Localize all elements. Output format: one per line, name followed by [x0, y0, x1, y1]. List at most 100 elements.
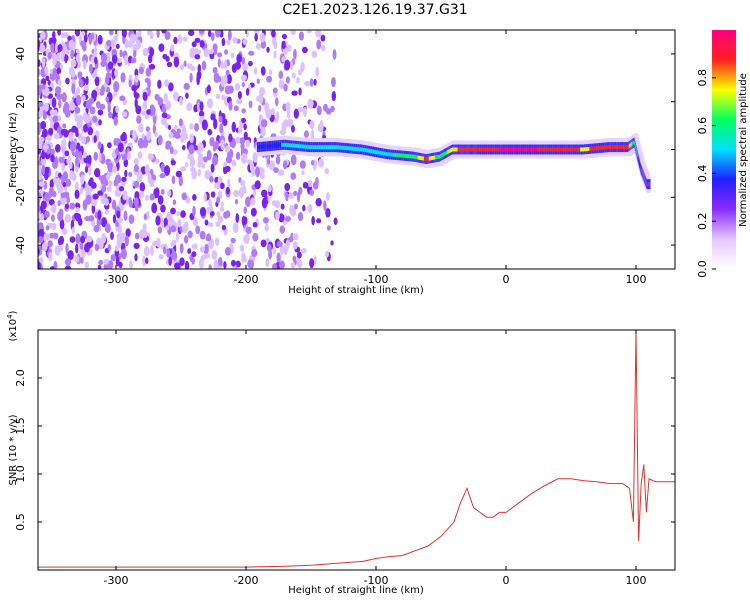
- spectrogram-noise-cell: [315, 66, 319, 78]
- spectrogram-noise-cell: [98, 153, 102, 163]
- spectrogram-noise-cell: [133, 180, 140, 189]
- spectrogram-noise-cell: [67, 250, 74, 261]
- spectrogram-noise-cell: [306, 30, 312, 34]
- spectrogram-noise-cell: [235, 136, 241, 144]
- spectrogram-noise-cell: [172, 199, 177, 206]
- spectrogram-noise-cell: [85, 76, 89, 86]
- spectrogram-noise-cell: [168, 132, 174, 138]
- spectrogram-noise-cell: [73, 212, 80, 219]
- spectrogram-noise-cell: [138, 140, 145, 149]
- spectrogram-noise-cell: [107, 185, 112, 193]
- spectrogram-noise-cell: [183, 235, 189, 244]
- spectrogram-noise-cell: [42, 109, 48, 120]
- spectrogram-noise-cell: [332, 49, 337, 60]
- spectrogram-noise-cell: [326, 192, 330, 201]
- spectrogram-noise-cell: [157, 79, 162, 89]
- spectrogram-noise-cell: [75, 243, 79, 254]
- spectrogram-noise-cell: [240, 142, 245, 151]
- spectrogram-noise-cell: [219, 206, 225, 212]
- spectrogram-noise-cell: [121, 111, 128, 118]
- spectrogram-noise-cell: [160, 163, 166, 173]
- spectrogram-noise-cell: [276, 252, 281, 263]
- spectrogram-noise-cell: [41, 242, 48, 252]
- spectrogram-noise-cell: [67, 155, 72, 164]
- spectrogram-noise-cell: [170, 160, 176, 166]
- spectrogram-noise-cell: [259, 87, 266, 96]
- spectrogram-noise-cell: [209, 176, 214, 183]
- spectrogram-noise-cell: [84, 166, 89, 174]
- spectrogram-noise-cell: [100, 217, 108, 228]
- colorbar-tick-label: 0.8: [696, 69, 709, 87]
- spectrogram-noise-cell: [320, 34, 326, 42]
- spectrogram-noise-cell: [268, 184, 272, 193]
- spectrogram-noise-cell: [124, 169, 128, 178]
- spectrogram-noise-cell: [273, 50, 277, 59]
- spectrogram-noise-cell: [119, 49, 123, 58]
- spectrogram-noise-cell: [70, 59, 77, 68]
- spectrogram-noise-cell: [307, 180, 313, 188]
- spectrogram-noise-cell: [275, 211, 280, 220]
- spectrogram-noise-cell: [169, 213, 173, 224]
- spectrogram-noise-cell: [183, 82, 190, 91]
- x-tick-label: -200: [234, 273, 259, 286]
- spectrogram-noise-cell: [241, 117, 247, 124]
- spectrogram-noise-cell: [282, 160, 288, 170]
- spectrogram-noise-cell: [70, 49, 74, 60]
- spectrogram-noise-cell: [283, 83, 288, 92]
- spectrogram-noise-cell: [272, 246, 276, 255]
- spectrogram-noise-cell: [304, 80, 311, 87]
- spectrogram-noise-cell: [139, 229, 145, 240]
- spectrogram-noise-cell: [50, 154, 55, 163]
- spectrogram-noise-cell: [38, 261, 41, 269]
- spectrogram-noise-cell: [225, 186, 230, 195]
- spectrogram-noise-cell: [97, 190, 103, 196]
- spectrogram-noise-cell: [279, 245, 284, 255]
- spectrogram-noise-cell: [172, 91, 179, 101]
- spectrogram-noise-cell: [58, 172, 62, 178]
- spectrogram-noise-cell: [165, 100, 172, 111]
- spectrogram-noise-cell: [198, 156, 203, 166]
- spectrogram-noise-cell: [292, 30, 296, 36]
- spectrogram-noise-cell: [157, 97, 164, 106]
- spectrogram-noise-cell: [194, 122, 200, 132]
- spectrogram-noise-cell: [67, 35, 72, 41]
- spectrogram-noise-cell: [241, 153, 248, 165]
- spectrogram-noise-cell: [142, 101, 148, 110]
- spectrogram-noise-cell: [54, 42, 59, 53]
- spectrogram-noise-cell: [77, 114, 84, 122]
- spectrogram-noise-cell: [92, 115, 98, 123]
- spectrogram-noise-cell: [324, 168, 329, 175]
- spectrogram-noise-cell: [69, 101, 76, 111]
- spectrogram-noise-cell: [65, 178, 72, 187]
- spectrogram-noise-cell: [301, 170, 305, 176]
- spectrogram-noise-cell: [206, 206, 211, 214]
- spectrogram-noise-cell: [60, 192, 67, 199]
- spectrogram-noise-cell: [215, 30, 221, 38]
- spectrogram-noise-cell: [71, 125, 78, 133]
- spectrogram-noise-cell: [94, 76, 100, 87]
- spectrogram-noise-cell: [155, 215, 161, 226]
- spectrogram-noise-cell: [173, 124, 178, 130]
- spectrogram-noise-cell: [155, 158, 160, 165]
- spectrogram-noise-cell: [231, 121, 237, 133]
- spectrogram-noise-cell: [217, 58, 221, 68]
- spectrogram-noise-cell: [122, 190, 128, 201]
- spectrogram-noise-cell: [225, 69, 230, 76]
- spectrogram-noise-cell: [266, 244, 272, 252]
- spectrogram-noise-cell: [165, 140, 172, 147]
- spectrogram-noise-cell: [134, 74, 139, 83]
- spectrogram-noise-cell: [83, 123, 88, 133]
- spectrogram-noise-cell: [277, 169, 285, 176]
- spectrogram-noise-cell: [234, 199, 239, 205]
- spectrogram-noise-cell: [223, 261, 227, 269]
- spectrogram-noise-cell: [99, 238, 104, 249]
- spectrogram-noise-cell: [108, 180, 113, 187]
- spectrogram-noise-cell: [177, 34, 183, 44]
- spectrogram-noise-cell: [118, 253, 122, 260]
- spectrogram-noise-cell: [60, 139, 66, 151]
- spectrogram-noise-cell: [145, 126, 150, 132]
- spectrogram-noise-cell: [251, 249, 258, 258]
- spectrogram-noise-cell: [114, 69, 119, 78]
- spectrogram-noise-cell: [41, 164, 46, 176]
- spectrogram-noise-cell: [142, 223, 147, 232]
